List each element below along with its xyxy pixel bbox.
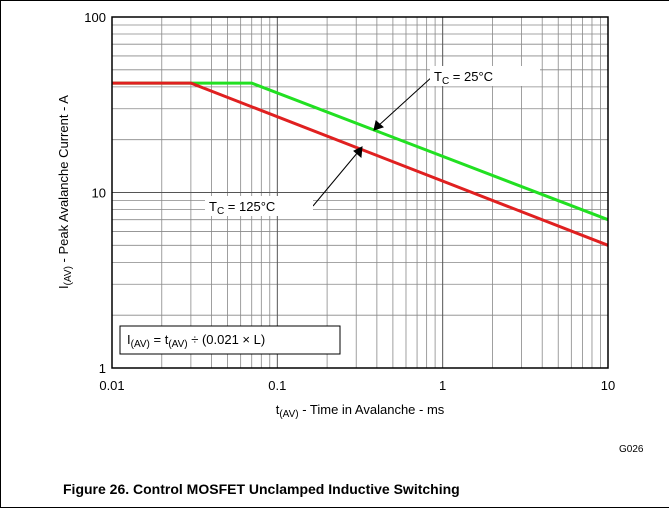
y-tick-label: 1 [99,361,106,376]
arrow-head [373,120,384,131]
y-tick-label: 100 [84,10,106,25]
y-axis-label: I(AV) - Peak Avalanche Current - A [56,95,74,289]
caption: Figure 26. Control MOSFET Unclamped Indu… [63,481,460,497]
label-bg [205,196,313,216]
formula-box [119,325,341,355]
plot-border [111,16,609,369]
x-tick-label: 10 [601,378,615,393]
series-label: TC = 25°C [434,69,493,87]
series-label: TC = 125°C [209,199,275,217]
formula: I(AV) = t(AV) ÷ (0.021 × L) [127,332,265,350]
figure-code: G026 [619,444,644,455]
x-tick-label: 1 [439,378,446,393]
label-bg [430,66,540,86]
arrows [312,75,434,207]
arrow-line [377,75,434,127]
arrow-line [312,151,359,207]
lines [112,81,609,247]
y-tick-label: 10 [92,186,106,201]
series-line [112,81,609,247]
x-tick-label: 0.01 [99,378,124,393]
x-tick-label: 0.1 [268,378,286,393]
x-axis-label: t(AV) - Time in Avalanche - ms [276,402,445,420]
arrow-head [353,146,363,159]
